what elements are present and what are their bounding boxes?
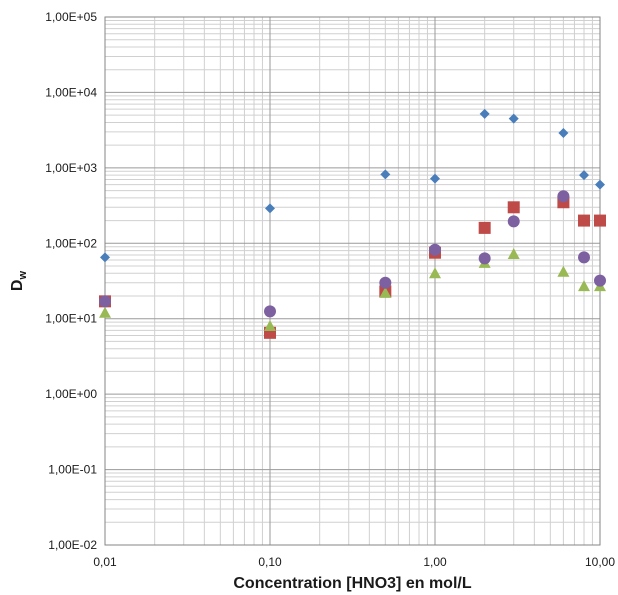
y-tick-label: 1,00E+02 [45, 236, 97, 250]
data-point-diamond [595, 179, 605, 190]
y-tick-label: 1,00E+04 [45, 85, 97, 99]
data-point-square [507, 201, 520, 214]
x-tick-label: 0,01 [93, 555, 117, 569]
data-point-triangle [557, 265, 570, 277]
y-tick-label: 1,00E+01 [45, 312, 97, 326]
data-point-triangle [264, 320, 276, 332]
x-tick-label: 1,00 [423, 555, 447, 569]
data-point-triangle [507, 248, 520, 260]
data-point-diamond [508, 113, 519, 124]
data-point-diamond [430, 173, 440, 184]
y-axis-tick-labels: 1,00E-02 1,00E-01 1,00E+00 1,00E+01 1,00E+02… [45, 10, 97, 552]
data-point-circle [99, 295, 111, 308]
data-markers [99, 108, 606, 339]
y-axis-title-subscript: w [17, 271, 29, 281]
data-point-square [594, 214, 606, 227]
data-point-circle [507, 215, 520, 228]
data-point-diamond [579, 170, 590, 181]
y-axis-title: Dw [9, 271, 29, 292]
data-point-circle [379, 276, 392, 289]
data-point-square [478, 221, 491, 234]
x-axis-tick-labels: 0,01 0,10 1,00 10,00 [93, 555, 615, 569]
data-point-triangle [578, 280, 591, 292]
y-tick-label: 1,00E+03 [45, 161, 97, 175]
data-point-circle [557, 190, 570, 203]
y-tick-label: 1,00E+05 [45, 10, 97, 24]
data-point-diamond [558, 127, 569, 138]
data-point-circle [578, 251, 591, 264]
y-tick-label: 1,00E-01 [48, 463, 97, 477]
data-point-square [578, 214, 591, 227]
y-axis-title-main: D [9, 280, 26, 292]
data-point-triangle [429, 267, 441, 279]
data-point-diamond [265, 203, 275, 214]
x-tick-label: 10,00 [585, 555, 615, 569]
data-point-triangle [379, 286, 392, 298]
data-point-diamond [479, 108, 490, 119]
data-point-circle [478, 252, 491, 265]
data-point-circle [264, 305, 276, 318]
data-point-circle [429, 243, 441, 256]
data-point-diamond [380, 169, 391, 180]
x-axis-title: Concentration [HNO3] en mol/L [233, 575, 471, 592]
y-tick-label: 1,00E-02 [48, 538, 97, 552]
x-tick-label: 0,10 [258, 555, 282, 569]
data-point-triangle [99, 306, 111, 318]
data-point-diamond [100, 252, 110, 263]
data-point-circle [594, 274, 606, 287]
y-tick-label: 1,00E+00 [45, 387, 97, 401]
minor-gridlines [105, 17, 600, 545]
